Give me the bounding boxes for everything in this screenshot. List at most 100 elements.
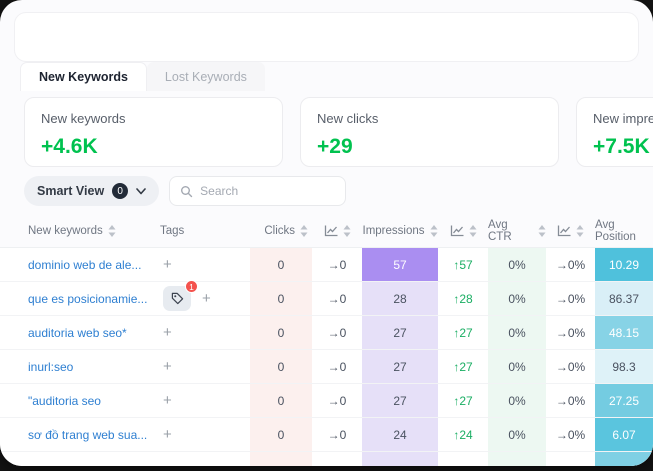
ctr-cell: 0% (488, 316, 546, 349)
add-tag-button[interactable]: + (202, 290, 211, 307)
clicks-cell: 0 (250, 350, 312, 383)
table-row: auditoria web seo* + 0 →0 27 ↑27 0% →0% … (0, 316, 653, 350)
table-header-row: New keywords Tags Clicks Impressions (0, 215, 653, 248)
clicks-trend-cell: →0 (327, 393, 347, 408)
table-row: "auditoria seo + 0 →0 27 ↑27 0% →0% 27.2… (0, 384, 653, 418)
impressions-trend-cell: ↑57 (453, 257, 473, 272)
impressions-trend-cell: ↑24 (453, 427, 473, 442)
stat-label: New impressions (593, 111, 653, 126)
table-row (0, 452, 653, 466)
clicks-cell: 0 (250, 316, 312, 349)
position-cell: 86.37 (595, 282, 653, 315)
tags-cell: + (155, 350, 250, 383)
header-impressions[interactable]: Impressions (362, 215, 438, 247)
line-chart-icon (557, 225, 571, 237)
sort-icon (300, 225, 308, 237)
header-label: Impressions (362, 225, 425, 237)
stat-cards: New keywords +4.6K New clicks +29 New im… (24, 97, 653, 167)
smart-view-count-badge: 0 (112, 183, 129, 199)
add-tag-button[interactable]: + (163, 392, 172, 409)
tab-lost-keywords[interactable]: Lost Keywords (146, 62, 265, 91)
add-tag-button[interactable]: + (163, 256, 172, 273)
sort-icon (108, 225, 116, 237)
stat-value: +4.6K (41, 135, 98, 158)
keyword-link[interactable]: sơ đồ trang web sua... (28, 427, 148, 442)
clicks-cell: 0 (250, 248, 312, 281)
header-label: Tags (160, 225, 185, 237)
clicks-cell (250, 452, 312, 466)
header-clicks[interactable]: Clicks (250, 215, 312, 247)
line-chart-icon (324, 225, 338, 237)
sort-icon (469, 225, 477, 237)
header-avg-ctr[interactable]: Avg CTR (488, 215, 546, 247)
header-ctr-trend[interactable] (546, 215, 595, 247)
clicks-trend-cell: →0 (327, 325, 347, 340)
impressions-cell: 28 (362, 282, 438, 315)
table-row: sơ đồ trang web sua... + 0 →0 24 ↑24 0% … (0, 418, 653, 452)
header-clicks-trend[interactable] (312, 215, 362, 247)
tags-cell: + (155, 316, 250, 349)
clicks-cell: 0 (250, 418, 312, 451)
ctr-trend-cell: →0% (555, 359, 586, 374)
add-tag-button[interactable]: + (163, 426, 172, 443)
clicks-trend-cell: →0 (327, 257, 347, 272)
impressions-cell: 27 (362, 384, 438, 417)
clicks-cell: 0 (250, 384, 312, 417)
search-box (169, 176, 347, 206)
tags-cell: + (155, 384, 250, 417)
table-row: dominio web de ale... + 0 →0 57 ↑57 0% →… (0, 248, 653, 282)
keyword-link[interactable] (0, 452, 155, 466)
keyword-link[interactable]: auditoria web seo* (28, 325, 127, 340)
ctr-trend-cell: →0% (555, 291, 586, 306)
impressions-cell: 27 (362, 350, 438, 383)
stat-label: New clicks (317, 111, 379, 126)
search-input[interactable] (200, 184, 336, 198)
keyword-tabs: New Keywords Lost Keywords (20, 62, 265, 91)
sort-icon (343, 225, 351, 237)
sort-icon (576, 225, 584, 237)
add-tag-button[interactable]: + (163, 358, 172, 375)
position-cell: 6.07 (595, 418, 653, 451)
ctr-trend-cell (546, 452, 595, 466)
impressions-trend-cell: ↑27 (453, 325, 473, 340)
position-cell (595, 452, 653, 466)
add-tag-button[interactable]: + (163, 324, 172, 341)
clicks-trend-cell (312, 452, 362, 466)
sort-icon (538, 225, 546, 237)
keywords-table: New keywords Tags Clicks Impressions (0, 215, 653, 466)
tab-new-keywords[interactable]: New Keywords (20, 62, 147, 91)
table-row: que es posicionamie... 1 + 0 →0 28 ↑28 0… (0, 280, 653, 316)
position-cell: 10.29 (595, 248, 653, 281)
position-cell: 98.3 (595, 350, 653, 383)
line-chart-icon (450, 225, 464, 237)
impressions-trend-cell: ↑27 (453, 393, 473, 408)
chevron-down-icon (136, 187, 146, 195)
position-cell: 48.15 (595, 316, 653, 349)
clicks-trend-cell: →0 (327, 359, 347, 374)
ctr-cell: 0% (488, 384, 546, 417)
header-avg-position[interactable]: Avg Position (595, 215, 653, 247)
keyword-link[interactable]: "auditoria seo (28, 393, 101, 408)
header-new-keywords[interactable]: New keywords (0, 215, 155, 247)
tag-count-badge: 1 (185, 280, 198, 293)
impressions-trend-cell: ↑27 (453, 359, 473, 374)
search-icon (180, 185, 193, 198)
clicks-trend-cell: →0 (327, 291, 347, 306)
ctr-trend-cell: →0% (555, 325, 586, 340)
ctr-cell: 0% (488, 282, 546, 315)
impressions-trend-cell: ↑28 (453, 291, 473, 306)
clicks-trend-cell: →0 (327, 427, 347, 442)
ctr-trend-cell: →0% (555, 427, 586, 442)
tag-icon (171, 292, 183, 305)
tag-chip[interactable]: 1 (163, 280, 198, 311)
keyword-link[interactable]: que es posicionamie... (28, 291, 148, 306)
impressions-trend-cell (438, 452, 488, 466)
ctr-cell (488, 452, 546, 466)
stat-value: +7.5K (593, 135, 650, 158)
header-impressions-trend[interactable] (438, 215, 488, 247)
tags-cell: 1 + (155, 280, 250, 315)
smart-view-dropdown[interactable]: Smart View 0 (24, 176, 160, 206)
keyword-link[interactable]: dominio web de ale... (28, 257, 142, 272)
keyword-link[interactable]: inurl:seo (28, 359, 74, 374)
header-label: Avg Position (595, 219, 636, 243)
